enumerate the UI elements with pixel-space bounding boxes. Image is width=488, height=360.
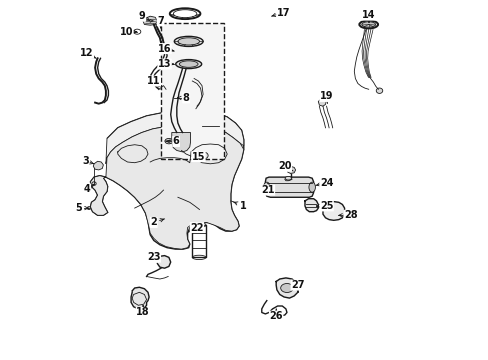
Ellipse shape xyxy=(280,284,293,292)
Text: 13: 13 xyxy=(158,59,171,69)
Ellipse shape xyxy=(308,182,315,192)
Bar xyxy=(161,23,224,159)
Text: 19: 19 xyxy=(319,91,333,102)
Text: 24: 24 xyxy=(319,178,333,188)
Text: 5: 5 xyxy=(75,203,82,213)
Ellipse shape xyxy=(359,21,377,28)
Text: 22: 22 xyxy=(190,222,203,233)
Text: 6: 6 xyxy=(172,136,179,147)
Ellipse shape xyxy=(87,207,91,210)
Polygon shape xyxy=(305,199,318,212)
Text: 9: 9 xyxy=(139,11,145,21)
Text: 27: 27 xyxy=(290,280,304,290)
Text: 7: 7 xyxy=(157,16,163,26)
Ellipse shape xyxy=(192,222,205,228)
Polygon shape xyxy=(157,256,170,268)
Text: 12: 12 xyxy=(80,48,93,58)
Text: 17: 17 xyxy=(276,8,289,18)
Ellipse shape xyxy=(175,60,201,69)
Text: 26: 26 xyxy=(269,311,283,321)
Text: 20: 20 xyxy=(278,161,291,171)
Ellipse shape xyxy=(285,176,291,180)
Text: 16: 16 xyxy=(158,44,171,54)
Polygon shape xyxy=(322,202,344,220)
Ellipse shape xyxy=(200,152,208,159)
Text: 25: 25 xyxy=(319,201,333,211)
Ellipse shape xyxy=(201,123,219,129)
Text: 1: 1 xyxy=(240,201,246,211)
Ellipse shape xyxy=(375,88,382,94)
Polygon shape xyxy=(142,16,157,25)
Text: 2: 2 xyxy=(150,217,157,228)
Text: 4: 4 xyxy=(83,184,90,194)
Polygon shape xyxy=(106,111,244,164)
Polygon shape xyxy=(131,287,149,309)
Ellipse shape xyxy=(361,22,375,27)
Ellipse shape xyxy=(178,38,199,45)
Text: 28: 28 xyxy=(343,210,357,220)
Ellipse shape xyxy=(164,139,172,144)
Ellipse shape xyxy=(92,182,96,185)
Polygon shape xyxy=(171,132,190,152)
Ellipse shape xyxy=(167,96,174,100)
Text: 21: 21 xyxy=(261,185,274,195)
Polygon shape xyxy=(265,177,313,197)
Polygon shape xyxy=(90,126,244,249)
Text: 8: 8 xyxy=(183,93,189,103)
Ellipse shape xyxy=(179,61,198,67)
Text: 11: 11 xyxy=(147,76,160,86)
Text: 15: 15 xyxy=(191,152,205,162)
Text: 14: 14 xyxy=(361,10,375,20)
Text: 10: 10 xyxy=(120,27,133,37)
Polygon shape xyxy=(93,161,103,170)
Text: 18: 18 xyxy=(136,307,149,318)
Text: 3: 3 xyxy=(82,156,89,166)
Polygon shape xyxy=(286,166,295,174)
Polygon shape xyxy=(318,98,326,106)
Ellipse shape xyxy=(174,36,203,46)
Ellipse shape xyxy=(263,182,269,192)
Polygon shape xyxy=(276,278,298,298)
Text: 23: 23 xyxy=(147,252,160,262)
